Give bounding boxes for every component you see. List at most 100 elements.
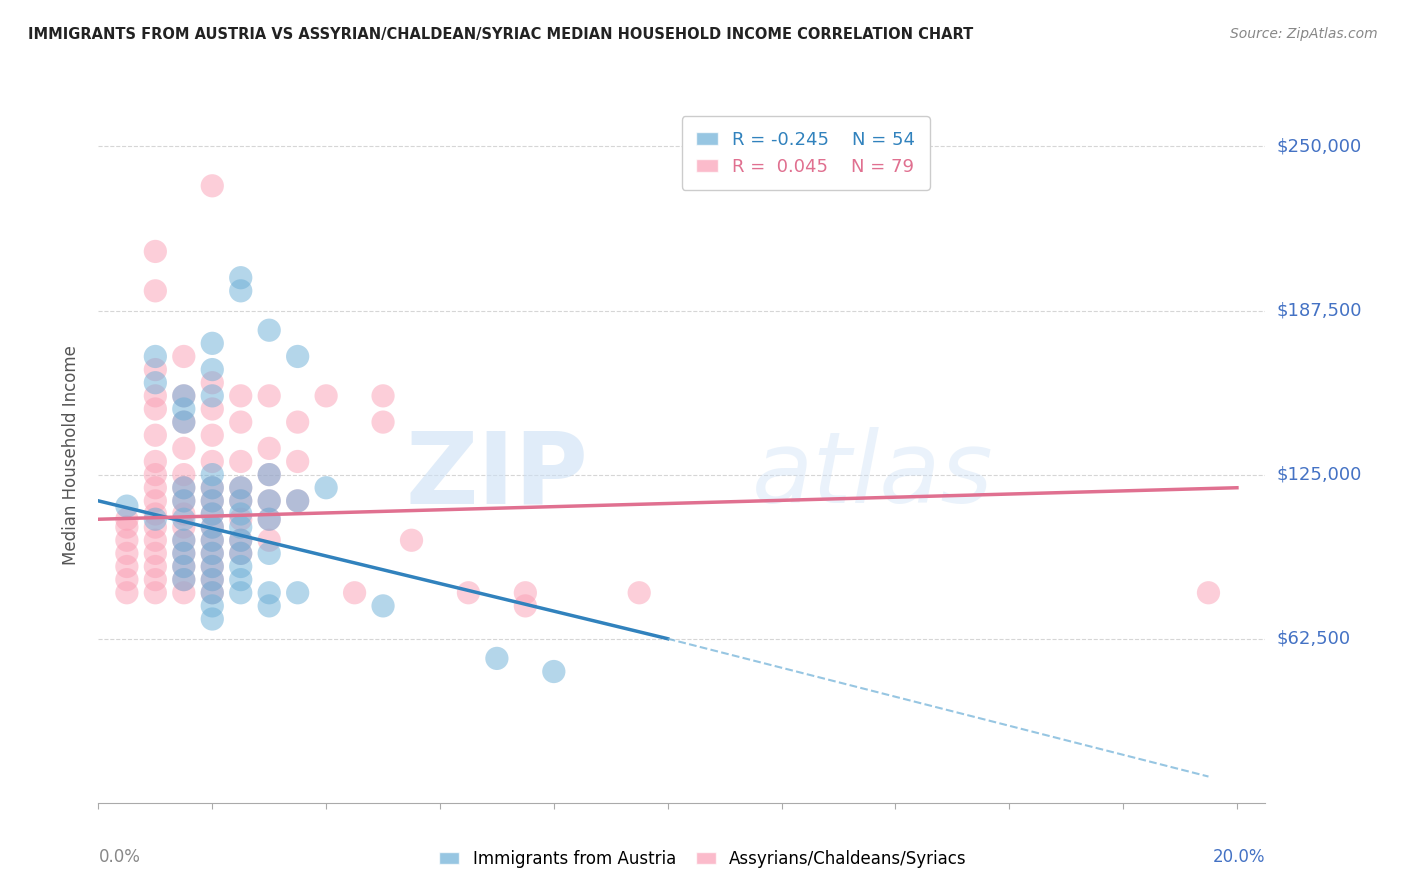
Point [173, 401, 195, 416]
Point [173, 586, 195, 600]
Point [201, 559, 224, 574]
Point [143, 467, 166, 482]
Point [173, 415, 195, 429]
Point [229, 389, 252, 403]
Point [173, 481, 195, 495]
Point [201, 546, 224, 560]
Point [287, 454, 309, 468]
Point [257, 389, 280, 403]
Point [143, 244, 166, 259]
Point [257, 586, 280, 600]
Point [229, 454, 252, 468]
Point [229, 559, 252, 574]
Point [173, 546, 195, 560]
Text: ZIP: ZIP [406, 427, 589, 524]
Point [201, 178, 224, 193]
Point [173, 494, 195, 508]
Point [201, 467, 224, 482]
Text: $187,500: $187,500 [1277, 301, 1362, 319]
Text: $125,000: $125,000 [1277, 466, 1362, 483]
Point [143, 389, 166, 403]
Point [371, 415, 394, 429]
Point [201, 599, 224, 613]
Point [229, 494, 252, 508]
Point [173, 533, 195, 548]
Point [173, 389, 195, 403]
Point [229, 507, 252, 521]
Text: $250,000: $250,000 [1277, 137, 1362, 155]
Point [287, 494, 309, 508]
Point [115, 559, 138, 574]
Point [229, 512, 252, 526]
Point [143, 362, 166, 376]
Point [173, 573, 195, 587]
Text: IMMIGRANTS FROM AUSTRIA VS ASSYRIAN/CHALDEAN/SYRIAC MEDIAN HOUSEHOLD INCOME CORR: IMMIGRANTS FROM AUSTRIA VS ASSYRIAN/CHAL… [28, 27, 973, 42]
Point [173, 573, 195, 587]
Point [115, 533, 138, 548]
Point [515, 586, 537, 600]
Point [143, 481, 166, 495]
Point [173, 559, 195, 574]
Point [229, 481, 252, 495]
Point [201, 428, 224, 442]
Point [201, 559, 224, 574]
Point [1198, 586, 1220, 600]
Point [201, 494, 224, 508]
Point [143, 586, 166, 600]
Text: atlas: atlas [752, 427, 994, 524]
Point [201, 362, 224, 376]
Text: Source: ZipAtlas.com: Source: ZipAtlas.com [1230, 27, 1378, 41]
Y-axis label: Median Household Income: Median Household Income [62, 345, 80, 565]
Point [143, 494, 166, 508]
Point [229, 494, 252, 508]
Point [201, 507, 224, 521]
Point [173, 467, 195, 482]
Point [371, 389, 394, 403]
Point [257, 512, 280, 526]
Point [287, 415, 309, 429]
Point [173, 389, 195, 403]
Point [315, 389, 337, 403]
Point [115, 546, 138, 560]
Point [229, 415, 252, 429]
Point [257, 599, 280, 613]
Text: 0.0%: 0.0% [98, 848, 141, 866]
Point [315, 481, 337, 495]
Point [201, 586, 224, 600]
Point [543, 665, 565, 679]
Point [201, 573, 224, 587]
Point [173, 533, 195, 548]
Point [143, 428, 166, 442]
Point [143, 454, 166, 468]
Point [143, 573, 166, 587]
Point [257, 546, 280, 560]
Point [229, 573, 252, 587]
Point [143, 507, 166, 521]
Point [201, 507, 224, 521]
Point [143, 546, 166, 560]
Point [143, 559, 166, 574]
Point [257, 442, 280, 456]
Point [201, 612, 224, 626]
Point [143, 533, 166, 548]
Legend: Immigrants from Austria, Assyrians/Chaldeans/Syriacs: Immigrants from Austria, Assyrians/Chald… [433, 844, 973, 875]
Point [287, 586, 309, 600]
Point [401, 533, 423, 548]
Point [515, 599, 537, 613]
Point [143, 520, 166, 534]
Point [485, 651, 508, 665]
Point [229, 481, 252, 495]
Point [229, 586, 252, 600]
Point [229, 546, 252, 560]
Point [257, 494, 280, 508]
Point [173, 520, 195, 534]
Point [115, 520, 138, 534]
Point [201, 401, 224, 416]
Point [173, 415, 195, 429]
Point [201, 389, 224, 403]
Point [343, 586, 366, 600]
Point [143, 350, 166, 364]
Point [173, 512, 195, 526]
Point [201, 573, 224, 587]
Point [201, 336, 224, 351]
